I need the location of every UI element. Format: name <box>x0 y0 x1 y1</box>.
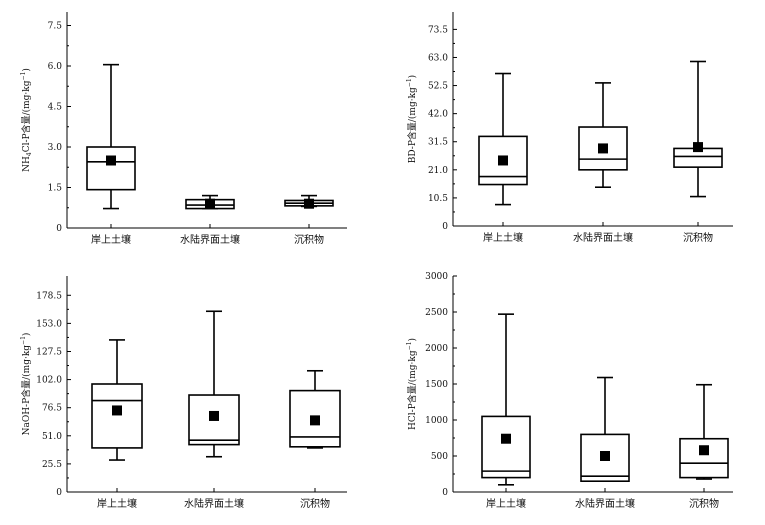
y-tick-label: 127.5 <box>36 347 62 357</box>
mean-marker <box>498 155 508 166</box>
iqr-box <box>86 146 136 191</box>
y-tick-label: 178.5 <box>36 291 62 301</box>
y-tick-label: 6.0 <box>48 62 63 72</box>
y-tick-label: 25.5 <box>42 460 62 470</box>
mean-marker <box>106 155 116 166</box>
mean-marker <box>693 142 703 153</box>
category-label: 水陆界面土壤 <box>575 497 635 510</box>
y-tick-label: 10.5 <box>428 194 448 204</box>
box-plot-3 <box>679 383 729 480</box>
y-tick-label: 21.0 <box>428 166 448 176</box>
y-tick-label: 3.0 <box>48 143 63 153</box>
box-plot-1 <box>481 313 531 486</box>
category-label: 岸上土壤 <box>97 497 137 510</box>
y-tick-label: 1500 <box>425 380 448 390</box>
iqr-box <box>679 437 729 479</box>
category-label: 水陆界面土壤 <box>184 497 244 510</box>
iqr-box <box>91 383 143 449</box>
y-axis-label-main: BD-P含量/(mg·kg <box>406 87 418 163</box>
y-axis-label: NaOH-P含量/(mg·kg−1) <box>20 333 32 436</box>
box-plot-3 <box>673 60 723 198</box>
y-tick-label: 1.5 <box>48 184 63 194</box>
y-axis-label-superscript: −1 <box>406 342 413 351</box>
y-axis-label-superscript: −1 <box>20 72 27 81</box>
panel-4: 0 500 1000 1500 2000 2500 3000 岸上土壤 水陆界面土壤 沉积物 HCl… <box>406 272 733 510</box>
category-label: 沉积物 <box>689 497 719 510</box>
y-axis-label-main: NaOH-P含量/(mg·kg <box>20 345 32 436</box>
mean-marker <box>205 198 215 209</box>
mean-marker <box>501 433 511 444</box>
box-plot-1 <box>91 339 143 461</box>
y-tick-label: 0 <box>442 488 448 498</box>
y-axis-label-close: ) <box>21 68 32 72</box>
y-tick-label: 73.5 <box>428 25 448 35</box>
mean-marker <box>598 143 608 154</box>
mean-marker <box>310 415 320 426</box>
y-tick-label: 0 <box>56 488 62 498</box>
y-tick-label: 51.0 <box>42 432 62 442</box>
y-tick-label: 153.0 <box>36 319 62 329</box>
mean-marker <box>304 198 314 209</box>
mean-marker <box>600 451 610 461</box>
box-plot-1 <box>86 63 136 210</box>
category-label: 水陆界面土壤 <box>180 233 240 246</box>
y-tick-label: 0 <box>442 222 448 232</box>
category-label: 岸上土壤 <box>91 233 131 246</box>
category-label: 沉积物 <box>294 233 324 246</box>
box-plot-3 <box>289 369 341 449</box>
category-label: 水陆界面土壤 <box>573 231 633 244</box>
mean-marker <box>112 405 122 416</box>
y-tick-label: 2000 <box>425 344 448 354</box>
box-plot-2 <box>185 194 235 210</box>
y-axis-label: BD-P含量/(mg·kg−1) <box>406 75 418 163</box>
y-tick-label: 1000 <box>425 416 448 426</box>
box-plot-2 <box>188 310 240 458</box>
mean-marker <box>209 410 219 421</box>
box-plot-1 <box>478 72 528 206</box>
category-label: 沉积物 <box>300 497 330 510</box>
y-axis-label-superscript: −1 <box>406 78 413 87</box>
y-axis-label-main: NH <box>22 156 32 172</box>
y-tick-label: 4.5 <box>48 103 63 113</box>
iqr-box <box>481 415 531 479</box>
y-tick-label: 2500 <box>425 308 448 318</box>
box-plot-2 <box>578 82 628 189</box>
y-tick-label: 31.5 <box>428 138 448 148</box>
y-axis-label-rest: Cl-P含量/(mg·kg <box>20 80 32 152</box>
y-tick-label: 42.0 <box>428 110 448 120</box>
panel-3: 0 25.5 51.0 76.5 102.0 127.5 153.0 178.5 岸上土壤 水陆界… <box>20 276 347 510</box>
mean-marker <box>699 445 709 456</box>
panel-2: 0 10.5 21.0 31.5 42.0 52.5 63.0 73.5 岸上土壤 水陆界面土壤 沉… <box>406 12 733 244</box>
y-tick-label: 76.5 <box>42 404 62 414</box>
y-axis-label-superscript: −1 <box>20 336 27 345</box>
y-axis-label-main: HCl-P含量/(mg·kg <box>406 350 418 430</box>
y-tick-label: 102.0 <box>36 376 62 386</box>
y-tick-label: 63.0 <box>428 53 448 63</box>
y-tick-label: 500 <box>431 452 448 462</box>
box-plot-3 <box>284 194 334 209</box>
category-label: 岸上土壤 <box>483 231 523 244</box>
box-plot-2 <box>580 376 630 483</box>
y-axis-label: HCl-P含量/(mg·kg−1) <box>406 338 418 430</box>
y-axis-label-close: ) <box>407 338 418 342</box>
y-axis-label: NH4Cl-P含量/(mg·kg−1) <box>20 68 33 172</box>
y-tick-label: 3000 <box>425 272 448 282</box>
y-axis-label-subscript: 4 <box>26 152 33 156</box>
y-axis-label-close: ) <box>407 75 418 79</box>
category-label: 沉积物 <box>683 231 713 244</box>
y-axis-label-close: ) <box>21 333 32 337</box>
y-tick-label: 52.5 <box>428 82 448 92</box>
panel-1: 0 1.5 3.0 4.5 6.0 7.5 岸上土壤 水陆界面土壤 沉积物 NH4Cl-P含量/(… <box>20 12 347 246</box>
y-tick-label: 0 <box>56 224 62 234</box>
y-tick-label: 7.5 <box>48 22 63 32</box>
category-label: 岸上土壤 <box>486 497 526 510</box>
